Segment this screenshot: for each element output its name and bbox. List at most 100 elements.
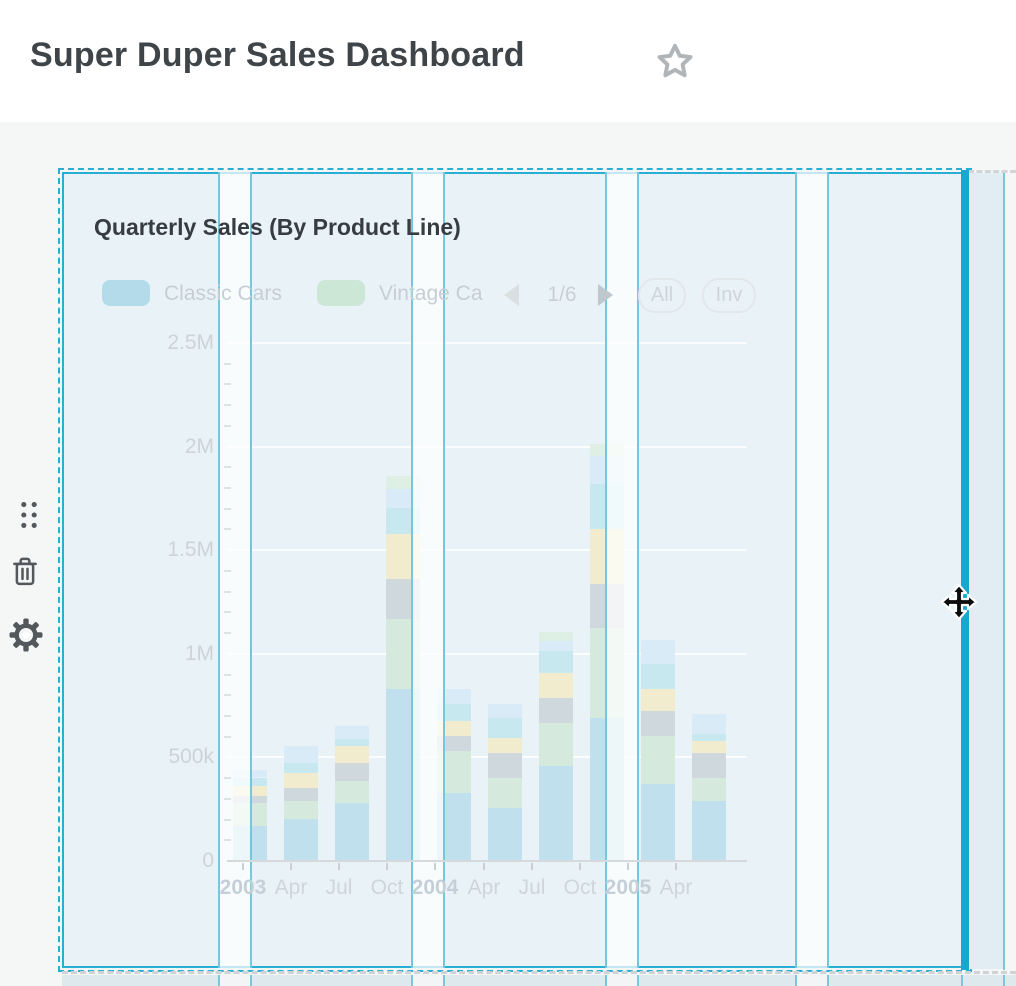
dashboard-card[interactable]: Quarterly Sales (By Product Line) Classi… [58,168,972,972]
bar-segment[interactable] [641,664,675,690]
bar-segment[interactable] [488,808,522,861]
grid-column-line [605,172,607,968]
bar-segment[interactable] [692,734,726,741]
y-axis-minor-tick [224,694,231,696]
x-axis-label: Apr [659,876,693,899]
bar-segment[interactable] [284,763,318,773]
x-axis-label: 2003 [219,876,267,899]
bar-segment[interactable] [488,718,522,738]
legend-all-button[interactable]: All [638,278,686,313]
bar-segment[interactable] [539,640,573,651]
bar-segment[interactable] [539,722,573,766]
x-axis-label: Oct [563,876,597,899]
x-axis-tick [531,863,533,870]
chevron-right-icon[interactable] [598,284,613,306]
bar-segment[interactable] [488,753,522,778]
bar-segment[interactable] [692,800,726,861]
y-axis-label: 0 [202,849,214,872]
bar-segment[interactable] [437,735,471,752]
drag-handle-icon[interactable] [16,498,42,537]
y-axis-minor-tick [224,819,231,821]
bar-segment[interactable] [437,720,471,736]
chevron-left-icon[interactable] [504,284,519,306]
bar-segment[interactable] [284,800,318,819]
bar-segment[interactable] [539,672,573,698]
x-axis-label: 2004 [411,876,459,899]
bar-segment[interactable] [284,772,318,788]
bar-segment[interactable] [335,739,369,746]
favorite-star-icon[interactable] [656,42,694,80]
bar-segment[interactable] [692,740,726,753]
x-axis-tick [675,863,677,870]
bar-segment[interactable] [488,777,522,808]
y-axis-minor-tick [224,363,231,365]
legend-invert-button[interactable]: Inv [702,278,756,313]
legend-label-vintage-cars[interactable]: Vintage Ca [379,282,483,305]
y-axis-minor-tick [224,632,231,634]
bar-segment[interactable] [641,689,675,711]
gridline [227,756,747,758]
y-axis-minor-tick [224,383,231,385]
bar-segment[interactable] [539,697,573,723]
y-axis-minor-tick [224,736,231,738]
grid-column-line [250,975,252,986]
trash-icon[interactable] [10,554,40,595]
grid-gutter [218,975,252,986]
y-axis-minor-tick [224,798,231,800]
grid-column [969,173,1003,969]
grid-gutter [411,172,445,968]
grid-column-line [605,975,607,986]
grid-column-line [250,172,252,968]
card-title: Quarterly Sales (By Product Line) [94,214,461,240]
grid-column-line [637,975,639,986]
x-axis-label: Apr [274,876,308,899]
grid-row-outline-bottom [62,971,1016,974]
bar-segment[interactable] [641,639,675,664]
bar-segment[interactable] [284,818,318,861]
bar-segment[interactable] [335,746,369,763]
bar-segment[interactable] [539,765,573,861]
grid-gutter [411,975,445,986]
bar-segment[interactable] [692,713,726,734]
y-axis-minor-tick [224,487,231,489]
y-axis-label: 500k [168,745,214,768]
grid-column-line [795,975,797,986]
bar-segment[interactable] [335,725,369,739]
bar-segment[interactable] [284,746,318,763]
bar-segment[interactable] [335,781,369,803]
bar-segment[interactable] [641,735,675,784]
legend-swatch-vintage-cars[interactable] [317,280,365,306]
grid-column-line [795,172,797,968]
gear-icon[interactable] [8,617,44,658]
y-axis-minor-tick [224,404,231,406]
bar-segment[interactable] [641,783,675,861]
bar-segment[interactable] [284,787,318,801]
bar-segment[interactable] [539,650,573,673]
bar-segment[interactable] [539,631,573,641]
x-axis-tick [627,863,629,870]
grid-column-line [637,172,639,968]
y-axis-label: 1M [184,642,214,665]
legend-swatch-classic-cars[interactable] [102,280,150,306]
bar-segment[interactable] [488,737,522,753]
y-axis-minor-tick [224,839,231,841]
dashboard-header: Super Duper Sales Dashboard [0,0,1016,124]
x-axis-label: Apr [467,876,501,899]
bar-segment[interactable] [437,689,471,704]
y-axis-minor-tick [224,777,231,779]
legend-label-classic-cars[interactable]: Classic Cars [164,282,282,305]
grid-gutter [795,975,829,986]
grid-column-line [218,975,220,986]
grid-column-line [443,975,445,986]
bar-segment[interactable] [437,703,471,721]
page-title: Super Duper Sales Dashboard [30,36,525,74]
x-axis-line [227,860,747,862]
bar-segment[interactable] [692,753,726,778]
y-axis-minor-tick [224,528,231,530]
bar-segment[interactable] [641,711,675,736]
bar-segment[interactable] [692,777,726,801]
bar-segment[interactable] [335,763,369,781]
bar-segment[interactable] [335,803,369,861]
bar-segment[interactable] [488,703,522,718]
